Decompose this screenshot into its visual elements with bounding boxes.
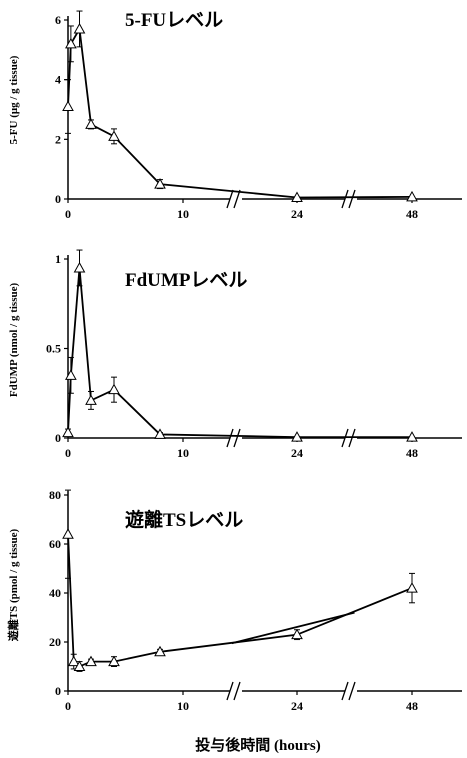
chart-fdump: FdUMPレベル FdUMP (nmol / g tissue) 00.51 0… bbox=[8, 249, 462, 460]
data-point-triangle bbox=[85, 655, 97, 667]
data-point-triangle bbox=[73, 261, 86, 273]
x-tick-label: 24 bbox=[291, 446, 303, 460]
y-tick-label: 4 bbox=[55, 73, 61, 87]
data-point-triangle bbox=[67, 655, 80, 667]
chart-free-ts-x-ticks: 0 10 24 48 bbox=[65, 691, 418, 713]
series-line-segment bbox=[231, 611, 355, 645]
chart-5fu-marks bbox=[62, 10, 418, 203]
chart-5fu-title: 5-FUレベル bbox=[125, 10, 223, 31]
data-point-triangle bbox=[108, 655, 120, 667]
data-point-triangle bbox=[406, 431, 418, 442]
axis-break-mark bbox=[341, 189, 349, 209]
chart-free-ts-axes bbox=[67, 491, 462, 701]
x-tick-label: 48 bbox=[406, 207, 418, 221]
chart-5fu-axes bbox=[67, 16, 462, 209]
y-tick-label: 60 bbox=[49, 537, 61, 551]
data-point-triangle bbox=[62, 528, 74, 539]
series-line bbox=[67, 26, 413, 199]
data-point-triangle bbox=[85, 118, 97, 129]
axis-break-mark bbox=[233, 189, 241, 209]
chart-fdump-marks bbox=[62, 249, 418, 442]
chart-5fu-x-ticks: 0 10 24 48 bbox=[65, 199, 418, 221]
x-tick-label: 24 bbox=[291, 699, 303, 713]
data-point-triangle bbox=[154, 178, 166, 189]
data-point-triangle bbox=[291, 191, 303, 203]
axis-break-mark bbox=[233, 428, 241, 448]
y-tick-label: 20 bbox=[49, 635, 61, 649]
chart-fdump-ylabel: FdUMP (nmol / g tissue) bbox=[8, 283, 20, 398]
y-tick-label: 0.5 bbox=[46, 342, 61, 356]
data-point-triangle bbox=[73, 660, 86, 671]
data-point-triangle bbox=[291, 431, 303, 442]
chart-fdump-title: FdUMPレベル bbox=[125, 270, 247, 291]
chart-fdump-x-ticks: 0 10 24 48 bbox=[65, 438, 418, 460]
x-tick-label: 0 bbox=[65, 699, 71, 713]
series-line bbox=[67, 267, 412, 439]
axis-break-mark bbox=[341, 681, 349, 701]
axis-break-mark bbox=[233, 681, 241, 701]
data-point-triangle bbox=[85, 394, 97, 405]
series-line bbox=[67, 534, 413, 668]
chart-5fu-ylabel: 5-FU (μg / g tissue) bbox=[8, 55, 20, 144]
chart-free-ts-marks bbox=[62, 489, 418, 672]
data-point-triangle bbox=[62, 426, 74, 438]
chart-free-ts-y-ticks: 0 20 40 60 80 bbox=[49, 488, 68, 698]
chart-free-ts: 遊離TSレベル 遊離TS (pmol / g tissue) 0 20 40 60 80… bbox=[6, 488, 462, 713]
data-point-triangle bbox=[406, 582, 418, 593]
x-tick-label: 0 bbox=[65, 207, 71, 221]
x-tick-label: 10 bbox=[177, 699, 189, 713]
y-tick-label: 80 bbox=[49, 488, 61, 502]
data-point-triangle bbox=[62, 100, 74, 112]
y-tick-label: 0 bbox=[55, 192, 61, 206]
y-tick-label: 1 bbox=[55, 252, 61, 266]
x-axis-label: 投与後時間 (hours) bbox=[195, 736, 320, 754]
data-point-triangle bbox=[108, 383, 120, 395]
x-tick-label: 48 bbox=[406, 699, 418, 713]
data-point-triangle bbox=[154, 428, 166, 439]
x-tick-label: 24 bbox=[291, 207, 303, 221]
axis-break-mark bbox=[348, 189, 356, 209]
y-tick-label: 2 bbox=[55, 132, 61, 146]
data-point-triangle bbox=[406, 190, 418, 202]
x-tick-label: 10 bbox=[177, 446, 189, 460]
y-tick-label: 0 bbox=[55, 431, 61, 445]
y-tick-label: 0 bbox=[55, 684, 61, 698]
data-point-triangle bbox=[65, 369, 77, 380]
data-point-triangle bbox=[65, 37, 77, 49]
y-tick-label: 6 bbox=[55, 13, 61, 27]
x-tick-label: 10 bbox=[177, 207, 189, 221]
chart-free-ts-title: 遊離TSレベル bbox=[125, 508, 243, 531]
data-point-triangle bbox=[73, 22, 86, 34]
data-point-triangle bbox=[291, 628, 303, 640]
axis-break-mark bbox=[226, 681, 234, 701]
data-point-triangle bbox=[154, 645, 166, 657]
chart-free-ts-ylabel: 遊離TS (pmol / g tissue) bbox=[6, 528, 20, 641]
x-tick-label: 0 bbox=[65, 446, 71, 460]
axis-break-mark bbox=[226, 428, 234, 448]
chart-fdump-y-ticks: 00.51 bbox=[46, 252, 68, 445]
y-tick-label: 40 bbox=[49, 586, 61, 600]
axis-break-mark bbox=[226, 189, 234, 209]
axis-break-mark bbox=[348, 681, 356, 701]
x-tick-label: 48 bbox=[406, 446, 418, 460]
data-point-triangle bbox=[108, 130, 120, 141]
